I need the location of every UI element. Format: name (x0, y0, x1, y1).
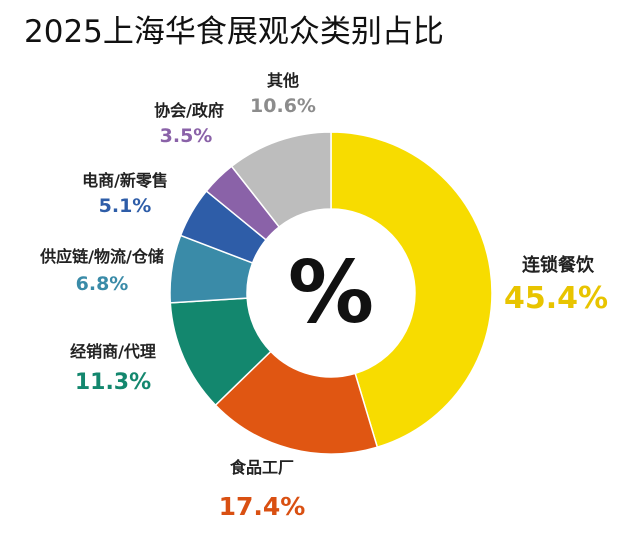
slice-label-name: 经销商/代理 (70, 342, 156, 361)
slice-label-name: 电商/新零售 (82, 171, 168, 190)
label-4: 电商/新零售 5.1% (82, 171, 168, 217)
label-0: 连锁餐饮 45.4% (504, 254, 608, 316)
center-percent-symbol: % (288, 243, 374, 343)
chart-title: 2025上海华食展观众类别占比 (24, 14, 444, 50)
slice-label-name: 供应链/物流/仓储 (39, 247, 164, 266)
slice-label-value: 11.3% (75, 370, 151, 395)
label-5: 协会/政府 3.5% (154, 101, 224, 147)
donut-slice-6 (230, 131, 332, 228)
slice-label-name: 协会/政府 (154, 101, 224, 120)
slice-label-value: 5.1% (99, 195, 152, 217)
slice-label-value: 6.8% (76, 273, 129, 295)
slice-label-name: 其他 (267, 71, 299, 90)
donut-slice-0 (330, 131, 493, 449)
slice-label-value: 10.6% (250, 95, 316, 117)
slice-label-name: 食品工厂 (229, 458, 294, 477)
slice-label-value: 3.5% (160, 125, 213, 147)
donut-slices (169, 131, 493, 455)
label-1: 食品工厂 17.4% (219, 458, 306, 521)
label-6: 其他 10.6% (250, 71, 316, 117)
label-3: 供应链/物流/仓储 6.8% (39, 247, 164, 295)
slice-label-value: 45.4% (504, 281, 608, 316)
slice-label-name: 连锁餐饮 (522, 254, 595, 276)
slice-label-value: 17.4% (219, 492, 306, 521)
label-2: 经销商/代理 11.3% (70, 342, 156, 395)
